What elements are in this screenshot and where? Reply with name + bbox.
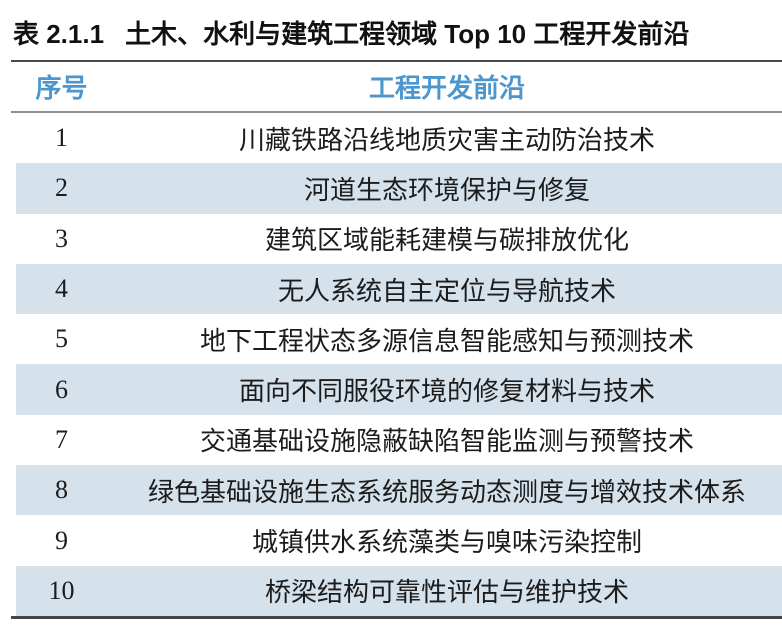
rank-cell: 7 xyxy=(55,424,68,454)
front-cell: 交通基础设施隐蔽缺陷智能监测与预警技术 xyxy=(199,427,694,457)
rank-cell: 8 xyxy=(55,475,68,505)
table-row: 4 无人系统自主定位与导航技术 xyxy=(11,263,782,315)
table-caption: 表 2.1.1 土木、水利与建筑工程领域 Top 10 工程开发前沿 xyxy=(13,18,782,50)
front-cell: 桥梁结构可靠性评估与维护技术 xyxy=(264,578,629,608)
front-cell: 地下工程状态多源信息智能感知与预测技术 xyxy=(199,326,694,356)
rank-cell: 6 xyxy=(55,374,68,404)
table-row: 9 城镇供水系统藻类与嗅味污染控制 xyxy=(11,515,782,565)
table-row: 7 交通基础设施隐蔽缺陷智能监测与预警技术 xyxy=(11,415,782,465)
table-row: 1 川藏铁路沿线地质灾害主动防治技术 xyxy=(11,113,782,163)
table-header-row: 序号 工程开发前沿 xyxy=(11,60,782,113)
fronts-table: 序号 工程开发前沿 1 川藏铁路沿线地质灾害主动防治技术 2 河道生态环境保护与… xyxy=(11,60,782,619)
table-row: 2 河道生态环境保护与修复 xyxy=(11,163,782,214)
table-row: 3 建筑区域能耗建模与碳排放优化 xyxy=(11,214,782,264)
rank-cell: 10 xyxy=(48,575,75,605)
front-cell: 无人系统自主定位与导航技术 xyxy=(277,276,616,306)
table-row: 5 地下工程状态多源信息智能感知与预测技术 xyxy=(11,314,782,364)
rank-cell: 9 xyxy=(55,525,68,555)
front-cell: 绿色基础设施生态系统服务动态测度与增效技术体系 xyxy=(147,477,746,507)
rank-cell: 3 xyxy=(55,223,68,253)
table-row: 10 桥梁结构可靠性评估与维护技术 xyxy=(11,565,782,616)
table-row: 6 面向不同服役环境的修复材料与技术 xyxy=(11,364,782,415)
rank-cell: 2 xyxy=(55,173,68,203)
front-cell: 城镇供水系统藻类与嗅味污染控制 xyxy=(251,528,642,558)
table-caption-label: 表 2.1.1 xyxy=(13,19,105,49)
column-header-rank: 序号 xyxy=(35,73,88,103)
front-cell: 河道生态环境保护与修复 xyxy=(303,175,590,205)
front-cell: 建筑区域能耗建模与碳排放优化 xyxy=(264,226,629,256)
rank-cell: 1 xyxy=(55,123,68,153)
column-header-front: 工程开发前沿 xyxy=(368,73,525,103)
front-cell: 面向不同服役环境的修复材料与技术 xyxy=(238,377,655,407)
table-row: 8 绿色基础设施生态系统服务动态测度与增效技术体系 xyxy=(11,465,782,516)
table-body: 1 川藏铁路沿线地质灾害主动防治技术 2 河道生态环境保护与修复 3 建筑区域能… xyxy=(11,113,782,619)
table-caption-title: 土木、水利与建筑工程领域 Top 10 工程开发前沿 xyxy=(125,19,690,49)
rank-cell: 4 xyxy=(55,274,68,304)
front-cell: 川藏铁路沿线地质灾害主动防治技术 xyxy=(238,125,655,155)
rank-cell: 5 xyxy=(55,324,68,354)
